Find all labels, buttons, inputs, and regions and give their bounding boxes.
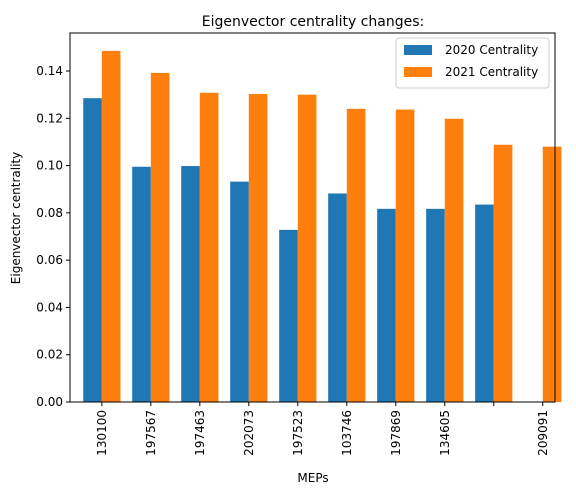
y-tick-label: 0.12 [36, 111, 63, 125]
bar-2021 [493, 144, 513, 402]
bars-group [83, 50, 562, 403]
bar-2020 [279, 229, 298, 402]
bar-2021 [150, 72, 170, 403]
y-axis: 0.00 0.02 0.04 0.06 0.08 0.10 0.12 0.14 [36, 64, 70, 409]
x-tick-label: 130100 [95, 410, 109, 456]
x-tick-label: 197869 [389, 410, 403, 456]
x-tick-label: 103746 [340, 410, 354, 456]
y-tick-label: 0.10 [36, 159, 63, 173]
legend: 2020 Centrality 2021 Centrality [395, 37, 550, 89]
y-tick-label: 0.02 [36, 348, 63, 362]
y-tick-label: 0.00 [36, 395, 63, 409]
x-axis: 130100 197567 197463 202073 197523 103746 1978… [95, 402, 550, 456]
bar-2021 [346, 108, 366, 402]
legend-label-2020: 2020 Centrality [445, 43, 538, 57]
y-tick-label: 0.04 [36, 300, 63, 314]
legend-swatch-2021 [404, 67, 432, 77]
x-tick-label: 197523 [291, 410, 305, 456]
plot-frame [69, 32, 556, 403]
bar-2020 [230, 181, 249, 402]
y-tick-label: 0.14 [36, 64, 63, 78]
x-tick-label: 202073 [242, 410, 256, 456]
bar-2021 [542, 146, 562, 402]
chart-title: Eigenvector centrality changes: [202, 14, 425, 30]
bar-2021 [199, 92, 219, 402]
x-tick-label: 197463 [193, 410, 207, 456]
bar-2020 [426, 208, 445, 402]
legend-frame [395, 37, 550, 89]
x-axis-label: MEPs [297, 471, 328, 485]
y-tick-label: 0.06 [36, 253, 63, 267]
bar-2020 [377, 208, 396, 402]
bar-2021 [395, 109, 415, 403]
legend-label-2021: 2021 Centrality [445, 65, 538, 79]
x-tick-label: 209091 [536, 410, 550, 456]
bar-2020 [83, 98, 102, 403]
bar-2020 [132, 166, 151, 402]
y-axis-label: Eigenvector centrality [9, 152, 23, 284]
x-tick-label: 197567 [144, 410, 158, 456]
bar-2020 [475, 204, 494, 402]
bar-2021 [297, 94, 317, 403]
bar-2021 [444, 118, 464, 402]
bar-2021 [101, 50, 121, 403]
bar-2021 [248, 93, 268, 403]
y-tick-label: 0.08 [36, 206, 63, 220]
bar-2020 [328, 193, 347, 402]
x-tick-label: 134605 [438, 410, 452, 456]
bar-2020 [181, 166, 200, 402]
legend-swatch-2020 [404, 45, 432, 55]
